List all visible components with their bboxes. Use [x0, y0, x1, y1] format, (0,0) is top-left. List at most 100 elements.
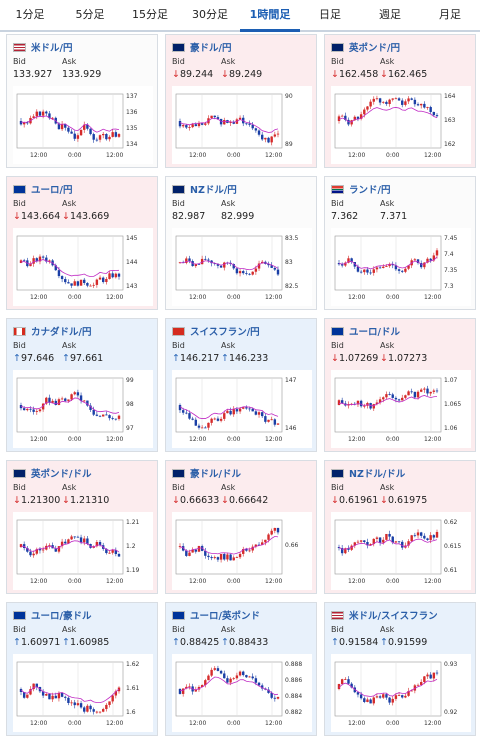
candlestick-chart[interactable]: 164 163 162 12:00 0:00 12:00	[331, 86, 471, 164]
currency-card[interactable]: 豪ドル/ドル Bid Ask ↓0.66633 ↓0.66642 0.66 12:…	[165, 460, 317, 594]
bid-price: ↓162.458	[331, 69, 379, 80]
pair-name[interactable]: 豪ドル/ドル	[190, 469, 241, 480]
candle-body	[344, 115, 347, 120]
candle-body	[257, 412, 261, 415]
currency-card[interactable]: カナダドル/円 Bid Ask ↑97.646 ↑97.661 99 98 97 12…	[6, 318, 158, 452]
pair-header[interactable]: ユーロ/ドル	[331, 324, 400, 338]
pair-header[interactable]: 米ドル/円	[13, 40, 72, 54]
bid-arrow-icon: ↓	[172, 495, 180, 506]
candle-body	[235, 268, 239, 274]
candle-body	[95, 542, 99, 547]
pair-name[interactable]: ユーロ/円	[31, 185, 73, 196]
candle-body	[207, 422, 210, 428]
tab-5[interactable]: 日足	[319, 8, 341, 21]
y-tick-label: 1.6	[126, 709, 136, 716]
candle-body	[19, 260, 23, 263]
pair-header[interactable]: NZドル/円	[172, 182, 237, 196]
currency-card[interactable]: 米ドル/スイスフラン Bid Ask ↑0.91584 ↑0.91599 0.9…	[324, 602, 476, 736]
candle-body	[401, 100, 404, 105]
candlestick-chart[interactable]: 0.93 0.92 12:00 0:00 12:00	[331, 654, 471, 732]
pair-header[interactable]: 英ポンド/ドル	[13, 466, 91, 480]
pair-name[interactable]: 豪ドル/円	[190, 43, 232, 54]
x-tick-label: 12:00	[189, 436, 206, 443]
pair-name[interactable]: スイスフラン/円	[190, 327, 260, 338]
ask-price: ↓162.465	[380, 69, 428, 80]
currency-card[interactable]: スイスフラン/円 Bid Ask ↑146.217 ↑146.233 147 14…	[165, 318, 317, 452]
pair-name[interactable]: ユーロ/ドル	[349, 327, 400, 338]
tab-7[interactable]: 月足	[439, 8, 461, 21]
pair-name[interactable]: 英ポンド/円	[349, 43, 400, 54]
tab-0[interactable]: 1分足	[15, 8, 45, 21]
pair-header[interactable]: カナダドル/円	[13, 324, 91, 338]
candlestick-chart[interactable]: 1.07 1.065 1.06 12:00 0:00 12:00	[331, 370, 471, 448]
pair-header[interactable]: 豪ドル/円	[172, 40, 231, 54]
currency-card[interactable]: 英ポンド/円 Bid Ask ↓162.458 ↓162.465 164 163 1…	[324, 34, 476, 168]
pair-header[interactable]: 英ポンド/円	[331, 40, 400, 54]
bid-label: Bid	[13, 483, 26, 492]
pair-name[interactable]: ユーロ/豪ドル	[31, 611, 92, 622]
candlestick-chart[interactable]: 0.888 0.886 0.884 0.882 12:00 0:00 12:00	[172, 654, 312, 732]
candle-body	[57, 399, 61, 405]
pair-header[interactable]: ユーロ/英ポンド	[172, 608, 260, 622]
pair-header[interactable]: スイスフラン/円	[172, 324, 260, 338]
candle-body	[95, 414, 99, 416]
currency-card[interactable]: 米ドル/円 Bid Ask 133.927 133.929 137 136 135 1…	[6, 34, 158, 168]
currency-card[interactable]: ユーロ/円 Bid Ask ↓143.664 ↓143.669 145 144 14…	[6, 176, 158, 310]
candle-body	[245, 123, 248, 125]
candle-body	[86, 400, 89, 406]
tab-1[interactable]: 5分足	[75, 8, 105, 21]
tab-2[interactable]: 15分足	[132, 8, 168, 21]
pair-name[interactable]: 米ドル/スイスフラン	[349, 611, 438, 622]
candle-body	[260, 134, 264, 140]
candlestick-chart[interactable]: 90 89 12:00 0:00 12:00	[172, 86, 312, 164]
candle-body	[67, 539, 70, 544]
currency-card[interactable]: ユーロ/豪ドル Bid Ask ↑1.60971 ↑1.60985 1.62 1.…	[6, 602, 158, 736]
pair-header[interactable]: ユーロ/豪ドル	[13, 608, 91, 622]
pair-name[interactable]: ランド/円	[349, 185, 391, 196]
pair-name[interactable]: 米ドル/円	[31, 43, 73, 54]
currency-card[interactable]: ユーロ/英ポンド Bid Ask ↑0.88425 ↑0.88433 0.888…	[165, 602, 317, 736]
candlestick-chart[interactable]: 137 136 135 134 12:00 0:00 12:00	[13, 86, 153, 164]
pair-header[interactable]: NZドル/ドル	[331, 466, 405, 480]
tab-6[interactable]: 週足	[379, 8, 401, 21]
candle-body	[54, 548, 57, 552]
candlestick-chart[interactable]: 0.62 0.615 0.61 12:00 0:00 12:00	[331, 512, 471, 590]
candle-body	[232, 409, 235, 415]
moving-average-line	[338, 538, 438, 550]
ask-price: ↓1.07273	[380, 353, 428, 364]
currency-card[interactable]: ランド/円 Bid Ask 7.362 7.371 7.45 7.4 7.35 7.3…	[324, 176, 476, 310]
plot-area	[16, 519, 124, 575]
currency-card[interactable]: NZドル/円 Bid Ask 82.987 82.999 83.5 83 82.5 1…	[165, 176, 317, 310]
pair-name[interactable]: NZドル/円	[190, 185, 237, 196]
pair-header[interactable]: 豪ドル/ドル	[172, 466, 241, 480]
y-tick-label: 83.5	[285, 235, 299, 242]
pair-header[interactable]: ランド/円	[331, 182, 390, 196]
candlestick-chart[interactable]: 99 98 97 12:00 0:00 12:00	[13, 370, 153, 448]
candlestick-chart[interactable]: 1.21 1.2 1.19 12:00 0:00 12:00	[13, 512, 153, 590]
candlestick-chart[interactable]: 147 146 12:00 0:00 12:00	[172, 370, 312, 448]
currency-card[interactable]: 豪ドル/円 Bid Ask ↓89.244 ↓89.249 90 89 12:00 0…	[165, 34, 317, 168]
candle-body	[35, 111, 39, 117]
candle-body	[369, 101, 372, 107]
candlestick-chart[interactable]: 145 144 143 12:00 0:00 12:00	[13, 228, 153, 306]
candlestick-chart[interactable]: 0.66 12:00 0:00 12:00	[172, 512, 312, 590]
pair-name[interactable]: NZドル/ドル	[349, 469, 406, 480]
candlestick-chart[interactable]: 7.45 7.4 7.35 7.3 12:00 0:00 12:00	[331, 228, 471, 306]
tab-4[interactable]: 1時間足	[240, 0, 300, 32]
candlestick-chart[interactable]: 83.5 83 82.5 12:00 0:00 12:00	[172, 228, 312, 306]
pair-name[interactable]: 英ポンド/ドル	[31, 469, 92, 480]
bid-arrow-icon: ↓	[172, 69, 180, 80]
candle-body	[178, 546, 182, 547]
tab-3[interactable]: 30分足	[192, 8, 228, 21]
candle-body	[394, 265, 398, 270]
currency-card[interactable]: 英ポンド/ドル Bid Ask ↓1.21300 ↓1.21310 1.21 1.…	[6, 460, 158, 594]
pair-name[interactable]: ユーロ/英ポンド	[190, 611, 260, 622]
pair-header[interactable]: ユーロ/円	[13, 182, 72, 196]
pair-header[interactable]: 米ドル/スイスフラン	[331, 608, 438, 622]
currency-card[interactable]: ユーロ/ドル Bid Ask ↓1.07269 ↓1.07273 1.07 1.0…	[324, 318, 476, 452]
candlestick-chart[interactable]: 1.62 1.61 1.6 12:00 0:00 12:00	[13, 654, 153, 732]
pair-name[interactable]: カナダドル/円	[31, 327, 92, 338]
candle-body	[219, 265, 223, 268]
candle-body	[19, 544, 23, 547]
currency-card[interactable]: NZドル/ドル Bid Ask ↓0.61961 ↓0.61975 0.62 0.…	[324, 460, 476, 594]
